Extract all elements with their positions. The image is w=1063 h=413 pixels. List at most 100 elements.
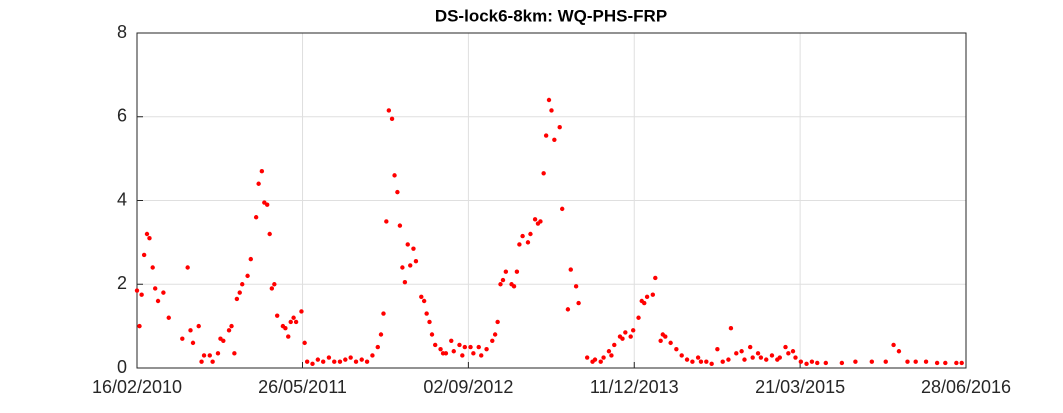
chart-title: DS-lock6-8km: WQ-PHS-FRP [435,6,667,25]
point [883,359,888,364]
point [274,313,280,318]
point [913,359,918,364]
point [541,171,546,176]
point [267,231,272,237]
point [421,298,427,304]
point [375,344,380,350]
x-tick-label: 26/05/2011 [258,377,347,397]
point [612,342,617,348]
point [769,353,775,358]
point [419,294,424,300]
point [546,97,552,103]
point [891,342,896,348]
point [517,242,522,247]
point [525,240,531,245]
point [381,311,386,316]
point [954,360,959,366]
point [598,359,603,364]
point [433,342,438,348]
point [476,344,481,350]
point [798,359,804,364]
point [201,353,207,358]
point [755,351,761,356]
point [237,290,242,295]
point [402,279,408,285]
point [147,235,152,241]
point [479,353,484,358]
point [443,351,449,356]
point [658,338,663,343]
point [378,332,384,337]
point [484,346,489,352]
point [704,359,709,364]
point [815,360,820,366]
point [449,338,454,343]
point [460,353,465,358]
plot-frame [136,32,967,369]
point [384,219,389,224]
point [783,344,788,350]
point [839,360,845,366]
point [568,267,573,272]
point [642,300,647,306]
point [853,359,858,364]
point [265,202,270,207]
point [742,357,747,362]
point [188,328,193,333]
point [869,359,875,364]
point [248,256,253,262]
point [495,319,500,325]
point [207,353,212,358]
point [438,346,443,352]
point [609,353,614,358]
point [573,284,579,289]
point [601,355,606,360]
point [793,355,798,360]
y-tick-label: 4 [117,189,127,209]
point [134,288,140,293]
point [400,265,405,270]
point [332,359,337,364]
y-tick-label: 8 [117,22,127,42]
point [395,189,400,195]
point [370,353,375,358]
point [576,300,581,306]
point [155,298,161,304]
point [528,231,533,237]
point [720,359,725,364]
point [764,357,769,362]
point [668,340,673,346]
point [620,336,625,341]
y-tick-label: 2 [117,273,127,293]
point [695,355,701,360]
point [492,332,498,337]
point [623,330,628,335]
point [137,323,142,329]
point [679,353,684,358]
point [663,334,668,339]
point [790,349,796,354]
point [628,334,633,339]
x-tick-label: 28/06/2016 [921,377,1011,397]
point [139,292,144,297]
point [190,340,196,346]
point [259,168,265,174]
point [221,338,226,343]
point [161,290,166,295]
point [543,133,549,138]
point [288,319,293,325]
point [468,344,473,350]
point [709,361,714,367]
point [726,357,731,362]
point [413,259,419,264]
point [511,284,517,289]
point [144,231,150,237]
point [728,326,734,331]
point [809,359,815,364]
point [283,326,288,331]
point [557,125,562,130]
point [427,319,432,325]
point [424,311,429,316]
point [180,336,185,341]
point [584,355,590,360]
